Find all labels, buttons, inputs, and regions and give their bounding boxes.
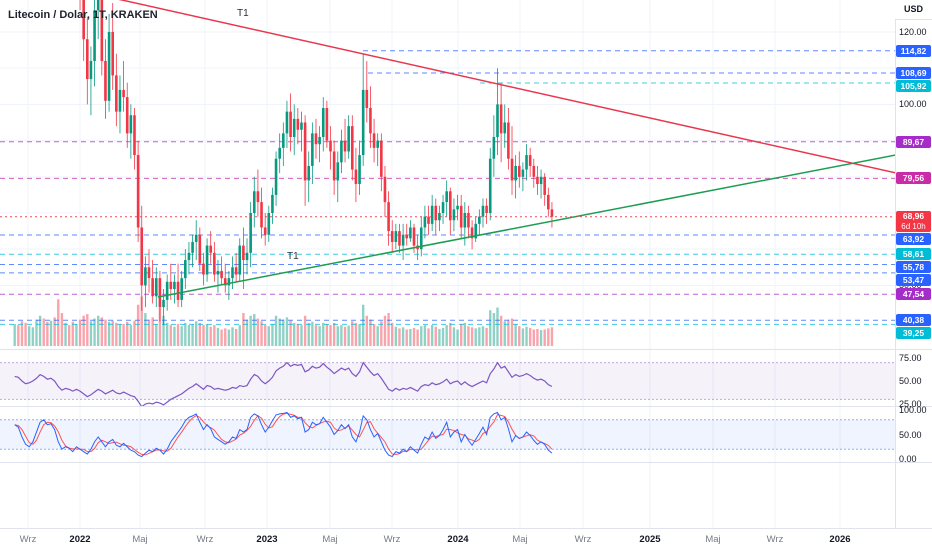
- time-axis-label: Wrz: [196, 534, 214, 545]
- time-axis-label: 2023: [256, 534, 278, 545]
- price-level-badge: 89,67: [896, 135, 931, 148]
- time-axis[interactable]: Wrz 2022 Maj Wrz 2023 Maj Wrz 2024 Maj Wrz 2025 Maj…: [0, 528, 932, 550]
- trendline-label: T1: [287, 251, 299, 262]
- symbol-legend[interactable]: Litecoin / Dolar, 1T, KRAKEN: [8, 5, 158, 23]
- level-lines-layer: [0, 50, 895, 325]
- symbol-title[interactable]: Litecoin / Dolar, 1T, KRAKEN: [8, 9, 158, 21]
- trendlines-layer[interactable]: T1 T1: [95, 0, 932, 298]
- pane-separators[interactable]: [0, 0, 932, 528]
- stoch-k-line: [14, 411, 553, 458]
- price-level-badge: 58,61: [896, 248, 931, 261]
- time-axis-label: Maj: [705, 534, 721, 545]
- stoch-pane: [0, 411, 895, 458]
- time-axis-label: Maj: [132, 534, 148, 545]
- rsi-pane: [0, 361, 895, 407]
- price-countdown: 6d 10h: [901, 221, 926, 231]
- candles-layer: [79, 0, 554, 326]
- price-axis-label: 100.00: [899, 99, 927, 110]
- price-level-badge: 63,92: [896, 232, 931, 245]
- time-axis-label: Wrz: [19, 534, 37, 545]
- price-level-badge: 53,47: [896, 274, 931, 287]
- last-price-badge: 68,96 6d 10h: [896, 210, 931, 232]
- currency-toggle-button[interactable]: USD: [895, 0, 932, 20]
- time-axis-label: 2022: [69, 534, 91, 545]
- price-level-badge: 108,69: [896, 66, 931, 79]
- price-level-badge: 79,56: [896, 172, 931, 185]
- time-axis-label: 2024: [447, 534, 469, 545]
- time-axis-label: Wrz: [574, 534, 592, 545]
- price-axis-label: 25.00: [899, 399, 922, 409]
- volume-layer: [13, 296, 554, 346]
- price-axis-label: 100.00: [899, 405, 927, 415]
- trendline-label: T1: [237, 8, 249, 19]
- time-axis-label: Maj: [512, 534, 528, 545]
- price-level-badge: 114,82: [896, 44, 931, 57]
- price-level-badge: 47,54: [896, 288, 931, 301]
- price-level-badge: 55,78: [896, 261, 931, 274]
- price-axis[interactable]: USD 120.00100.0050.0075.0050.0025.00100.…: [895, 0, 932, 528]
- stoch-d-line: [14, 412, 553, 456]
- rsi-line: [14, 361, 553, 407]
- price-axis-label: 75.00: [899, 353, 922, 363]
- price-level-badge: 105,92: [896, 79, 931, 92]
- time-axis-label: Maj: [322, 534, 338, 545]
- time-axis-label: 2025: [639, 534, 661, 545]
- price-axis-label: 50.00: [899, 429, 922, 440]
- price-axis-label: 50.00: [899, 376, 922, 386]
- price-level-badge: 40,38: [896, 314, 931, 327]
- price-axis-label: 120.00: [899, 27, 927, 37]
- time-axis-label: Wrz: [766, 534, 784, 545]
- price-level-badge: 39,25: [896, 327, 931, 340]
- time-axis-label: Wrz: [383, 534, 401, 545]
- time-axis-label: 2026: [829, 534, 851, 545]
- price-axis-label: 0.00: [899, 454, 917, 464]
